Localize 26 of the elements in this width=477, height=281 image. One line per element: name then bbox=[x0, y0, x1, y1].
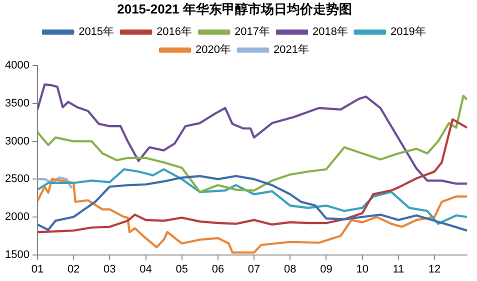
x-tick-label: 03 bbox=[104, 263, 116, 276]
y-tick-label: 2500 bbox=[4, 173, 30, 186]
x-tick-label: 07 bbox=[248, 263, 260, 276]
legend-label: 2015年 bbox=[78, 26, 114, 38]
x-tick-label: 08 bbox=[284, 263, 296, 276]
legend-label: 2017年 bbox=[234, 26, 270, 38]
x-tick-label: 01 bbox=[31, 263, 44, 276]
y-tick-label: 2000 bbox=[4, 210, 30, 223]
legend-label: 2020年 bbox=[196, 44, 232, 56]
x-tick-label: 05 bbox=[176, 263, 188, 276]
x-tick-label: 02 bbox=[67, 263, 80, 276]
x-tick-label: 06 bbox=[212, 263, 224, 276]
legend-label: 2016年 bbox=[156, 26, 192, 38]
legend-label: 2019年 bbox=[390, 26, 426, 38]
y-tick-label: 4000 bbox=[4, 60, 30, 72]
x-tick-label: 11 bbox=[392, 263, 404, 276]
y-tick-label: 3500 bbox=[4, 97, 30, 110]
chart-title: 2015-2021 年华东甲醇市场日均价走势图 bbox=[117, 1, 352, 16]
x-tick-label: 09 bbox=[320, 263, 332, 276]
y-tick-label: 3000 bbox=[4, 135, 30, 148]
x-tick-label: 12 bbox=[428, 263, 441, 276]
y-tick-label: 1500 bbox=[4, 248, 30, 261]
x-tick-label: 04 bbox=[140, 263, 152, 276]
legend-label: 2021年 bbox=[274, 44, 309, 56]
legend-label: 2018年 bbox=[312, 26, 348, 38]
x-tick-label: 10 bbox=[356, 263, 368, 276]
